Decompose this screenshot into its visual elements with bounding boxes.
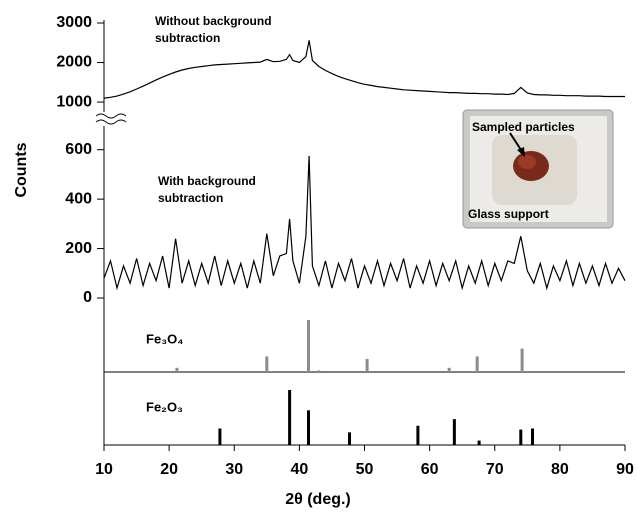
- inset-photo: [462, 109, 614, 229]
- inset-label: Sampled particles: [472, 120, 575, 134]
- phase-label: Fe₂O₃: [146, 399, 183, 414]
- axis-break: [95, 113, 127, 125]
- x-tick-label: 10: [95, 461, 113, 478]
- y-tick-label: 600: [65, 141, 92, 158]
- data-line: [103, 155, 626, 291]
- annotation: With background: [158, 174, 256, 188]
- x-tick-label: 80: [551, 461, 569, 478]
- x-tick-label: 90: [616, 461, 634, 478]
- y-tick-label: 200: [65, 240, 92, 257]
- annotation: Without background: [155, 14, 272, 28]
- inset-label: Glass support: [468, 207, 549, 221]
- x-tick-label: 40: [290, 461, 308, 478]
- y-tick-label: 2000: [56, 54, 92, 71]
- x-tick-label: 60: [421, 461, 439, 478]
- x-tick-label: 20: [160, 461, 178, 478]
- x-axis-label: 2θ (deg.): [285, 491, 351, 508]
- y-tick-label: 1000: [56, 93, 92, 110]
- y-tick-label: 400: [65, 190, 92, 207]
- x-tick-label: 50: [356, 461, 374, 478]
- y-tick-label: 0: [83, 289, 92, 306]
- x-tick-label: 70: [486, 461, 504, 478]
- phase-label: Fe₃O₄: [146, 331, 184, 346]
- y-tick-label: 3000: [56, 14, 92, 31]
- data-line: [103, 40, 625, 99]
- x-tick-label: 30: [225, 461, 243, 478]
- annotation: subtraction: [158, 191, 223, 205]
- annotation: subtraction: [155, 31, 220, 45]
- y-axis-label: Counts: [13, 142, 30, 197]
